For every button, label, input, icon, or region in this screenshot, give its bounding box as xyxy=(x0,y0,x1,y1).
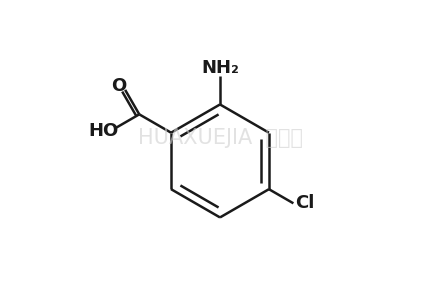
Text: O: O xyxy=(111,77,126,95)
Text: HUAXUEJIA  化学加: HUAXUEJIA 化学加 xyxy=(138,128,303,148)
Text: HO: HO xyxy=(88,122,119,140)
Text: NH₂: NH₂ xyxy=(201,59,239,77)
Text: Cl: Cl xyxy=(295,194,314,212)
